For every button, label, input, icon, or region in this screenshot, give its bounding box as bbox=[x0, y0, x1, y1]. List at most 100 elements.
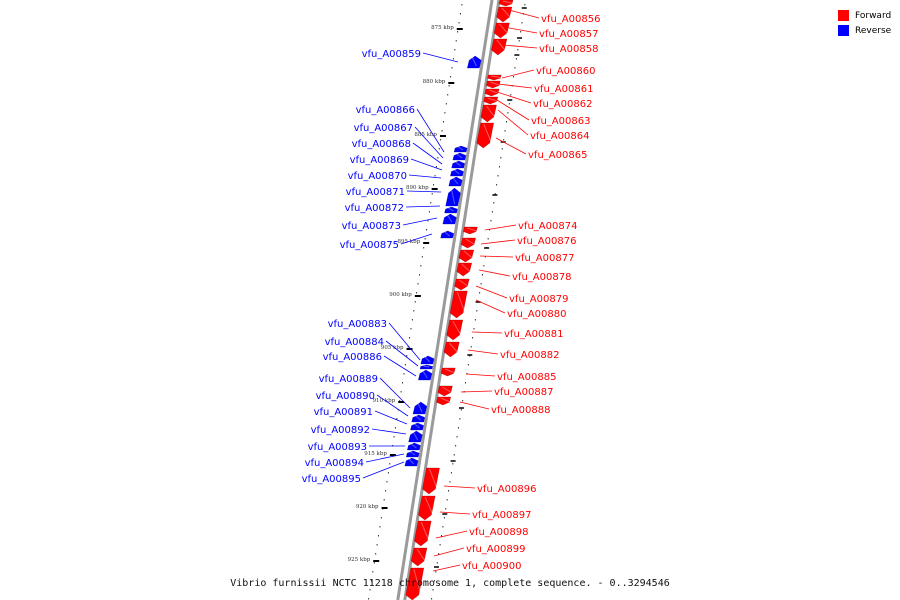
guide-dot bbox=[500, 157, 502, 159]
forward-gene-feature bbox=[440, 367, 456, 377]
forward-gene-feature bbox=[437, 385, 453, 397]
guide-dot bbox=[457, 427, 459, 429]
guide-dot bbox=[434, 175, 436, 177]
guide-dot bbox=[496, 184, 498, 186]
gene-shine bbox=[411, 443, 417, 449]
reverse-gene-label: vfu_A00870 bbox=[348, 171, 407, 182]
guide-dot bbox=[437, 157, 439, 159]
guide-dot bbox=[411, 319, 413, 321]
guide-dot bbox=[370, 580, 372, 582]
guide-dot bbox=[396, 418, 398, 420]
gene-shine bbox=[424, 356, 431, 363]
reverse-leader-line bbox=[414, 126, 444, 159]
gene-shine bbox=[454, 169, 460, 175]
guide-dot bbox=[442, 526, 444, 528]
kbp-tick-label: 910 kbp bbox=[373, 398, 396, 404]
guide-dot bbox=[507, 112, 509, 114]
reverse-leader-line bbox=[402, 217, 438, 226]
guide-dot bbox=[457, 31, 459, 33]
guide-dot bbox=[441, 130, 443, 132]
guide-dot bbox=[380, 517, 382, 519]
legend-forward-label: Forward bbox=[855, 10, 892, 21]
guide-dot bbox=[520, 31, 522, 33]
gene-shine bbox=[483, 123, 494, 147]
reverse-gene-feature bbox=[412, 401, 428, 415]
guide-dot bbox=[375, 553, 377, 555]
guide-dot bbox=[441, 535, 443, 537]
guide-dot bbox=[404, 364, 406, 366]
forward-gene-feature bbox=[476, 122, 494, 149]
forward-gene-label: vfu_A00862 bbox=[533, 99, 592, 110]
guide-dot bbox=[448, 85, 450, 87]
guide-dot bbox=[474, 319, 476, 321]
forward-gene-label: vfu_A00856 bbox=[541, 14, 600, 25]
forward-gene-label: vfu_A00857 bbox=[539, 29, 598, 40]
forward-leader-line bbox=[478, 269, 511, 277]
guide-dot bbox=[497, 175, 499, 177]
guide-dot bbox=[413, 310, 415, 312]
guide-dot bbox=[386, 481, 388, 483]
guide-dot bbox=[424, 238, 426, 240]
reverse-gene-feature bbox=[408, 430, 423, 443]
guide-dot bbox=[436, 562, 438, 564]
guide-dot bbox=[459, 418, 461, 420]
kbp-tick-label: 880 kbp bbox=[423, 79, 446, 85]
forward-gene-feature bbox=[418, 495, 436, 521]
gene-shine bbox=[457, 146, 464, 151]
guide-dot bbox=[467, 364, 469, 366]
guide-dot bbox=[453, 454, 455, 456]
forward-gene-label: vfu_A00861 bbox=[534, 84, 593, 95]
reverse-gene-feature bbox=[404, 457, 419, 467]
gene-shine bbox=[429, 468, 439, 493]
guide-dot bbox=[393, 436, 395, 438]
gene-shine bbox=[440, 397, 453, 404]
reverse-leader-line bbox=[362, 461, 405, 479]
forward-leader-line bbox=[497, 83, 533, 89]
reverse-leader-line bbox=[365, 453, 405, 463]
guide-dot bbox=[444, 112, 446, 114]
forward-leader-line bbox=[495, 137, 527, 155]
guide-dot bbox=[481, 274, 483, 276]
reverse-gene-feature bbox=[451, 160, 465, 169]
reverse-gene-feature bbox=[418, 369, 433, 381]
reverse-gene-label: vfu_A00886 bbox=[323, 352, 382, 363]
forward-gene-feature bbox=[410, 547, 428, 567]
gene-shine bbox=[452, 177, 459, 185]
label-leaders bbox=[362, 9, 540, 572]
guide-dot bbox=[506, 121, 508, 123]
gene-shine bbox=[467, 227, 480, 233]
forward-gene-label: vfu_A00897 bbox=[472, 510, 531, 521]
forward-leader-line bbox=[465, 373, 496, 377]
guide-dot bbox=[454, 49, 456, 51]
guide-dot bbox=[439, 544, 441, 546]
kbp-tick-label: 885 kbp bbox=[414, 132, 437, 138]
gene-shine bbox=[452, 320, 464, 339]
gene-shine bbox=[448, 207, 454, 212]
forward-gene-label: vfu_A00885 bbox=[497, 372, 556, 383]
reverse-gene-feature bbox=[411, 414, 426, 423]
forward-leader-line bbox=[497, 109, 529, 136]
reverse-leader-line bbox=[385, 340, 419, 367]
guide-dot bbox=[445, 103, 447, 105]
forward-gene-feature bbox=[443, 341, 460, 358]
guide-dot bbox=[433, 580, 435, 582]
guide-dot bbox=[438, 553, 440, 555]
gene-shine bbox=[423, 365, 430, 368]
guide-dot bbox=[406, 355, 408, 357]
gene-shine bbox=[442, 386, 455, 395]
gene-shine bbox=[416, 548, 428, 565]
forward-gene-label: vfu_A00880 bbox=[507, 309, 566, 320]
reverse-gene-feature bbox=[444, 206, 458, 214]
gene-shine bbox=[458, 279, 471, 289]
guide-dot bbox=[420, 265, 422, 267]
reverse-leader-line bbox=[374, 410, 408, 425]
guide-dot bbox=[503, 139, 505, 141]
forward-gene-feature bbox=[446, 319, 463, 341]
guide-dot bbox=[501, 148, 503, 150]
forward-gene-label: vfu_A00882 bbox=[500, 350, 559, 361]
guide-dot bbox=[431, 193, 433, 195]
gene-shine bbox=[415, 415, 422, 421]
guide-dot bbox=[432, 589, 434, 591]
forward-gene-label: vfu_A00899 bbox=[466, 544, 525, 555]
